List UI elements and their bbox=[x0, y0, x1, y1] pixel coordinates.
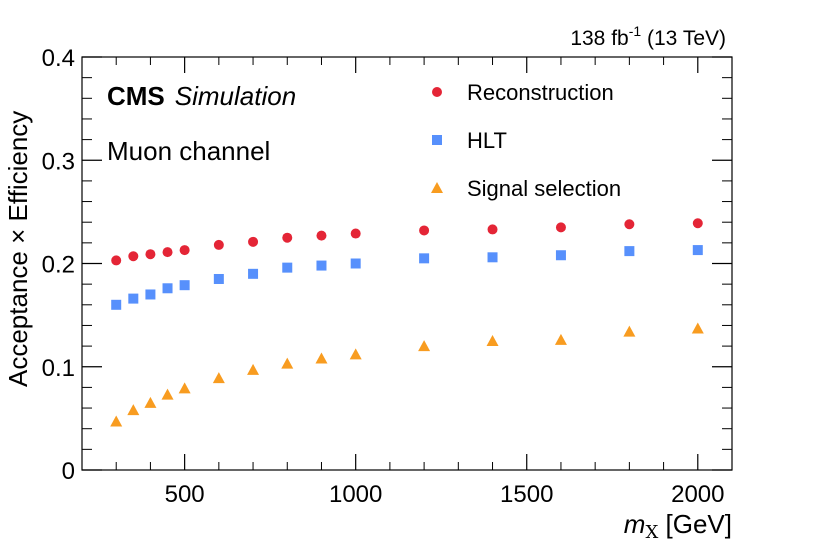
x-tick-labels: 500 1000 1500 2000 bbox=[165, 481, 725, 508]
major-ticks bbox=[82, 56, 732, 471]
signal-selection-point bbox=[691, 322, 704, 334]
signal-selection-point bbox=[623, 325, 636, 337]
reconstruction-point bbox=[282, 232, 293, 243]
legend-label-reconstruction: Reconstruction bbox=[467, 80, 614, 105]
y-axis-title: Acceptance × Efficiency bbox=[3, 111, 33, 387]
hlt-point bbox=[692, 245, 703, 256]
x-axis-title-sub: X bbox=[645, 522, 658, 543]
hlt-point bbox=[316, 260, 327, 271]
reconstruction-point bbox=[419, 225, 430, 236]
x-tick-label: 2000 bbox=[671, 481, 724, 508]
reconstruction-point bbox=[248, 236, 259, 247]
reconstruction-point bbox=[213, 239, 224, 250]
x-tick-label: 1500 bbox=[500, 481, 553, 508]
hlt-point bbox=[179, 280, 190, 291]
y-tick-label: 0.2 bbox=[42, 252, 75, 279]
x-axis-title-unit: [GeV] bbox=[658, 509, 732, 539]
signal-selection-point bbox=[315, 352, 328, 364]
hlt-point bbox=[487, 252, 498, 263]
y-tick-label: 0.1 bbox=[42, 355, 75, 382]
x-tick-label: 500 bbox=[165, 481, 205, 508]
signal-selection-point bbox=[178, 382, 191, 394]
signal-selection-point bbox=[144, 396, 157, 408]
hlt-point bbox=[419, 253, 430, 264]
signal-selection-point bbox=[161, 388, 174, 400]
experiment-label: CMS Simulation bbox=[107, 81, 296, 111]
reconstruction-point bbox=[179, 245, 190, 256]
signal-selection-point bbox=[281, 357, 294, 369]
reconstruction-point bbox=[128, 251, 139, 262]
luminosity-energy: (13 TeV) bbox=[641, 27, 726, 50]
reconstruction-point bbox=[145, 249, 156, 260]
channel-label: Muon channel bbox=[107, 136, 270, 166]
hlt-point bbox=[350, 258, 361, 269]
signal-selection-point bbox=[418, 340, 431, 352]
signal-selection-point bbox=[127, 404, 140, 416]
reconstruction-point bbox=[487, 224, 498, 235]
y-tick-label: 0.3 bbox=[42, 148, 75, 175]
hlt-point bbox=[555, 250, 566, 261]
hlt-point bbox=[624, 246, 635, 257]
legend: Reconstruction HLT Signal selection bbox=[431, 80, 621, 201]
signal-selection-point bbox=[349, 348, 362, 360]
reconstruction-point bbox=[111, 255, 122, 266]
reconstruction-point bbox=[555, 222, 566, 233]
y-tick-labels: 0 0.1 0.2 0.3 0.4 bbox=[42, 45, 75, 485]
hlt-point bbox=[128, 293, 139, 304]
legend-label-hlt: HLT bbox=[467, 128, 507, 153]
luminosity-unit-exponent: -1 bbox=[629, 23, 642, 39]
reconstruction-point bbox=[316, 230, 327, 241]
minor-ticks bbox=[82, 57, 733, 470]
y-tick-label: 0 bbox=[62, 458, 75, 485]
reconstruction-point bbox=[162, 247, 173, 258]
y-tick-label: 0.4 bbox=[42, 45, 75, 72]
hlt-point bbox=[162, 283, 173, 294]
hlt-point bbox=[248, 268, 259, 279]
signal-selection-point bbox=[212, 372, 225, 384]
hlt-point bbox=[213, 273, 224, 284]
signal-selection-point bbox=[486, 334, 499, 346]
legend-marker-reconstruction bbox=[432, 87, 442, 97]
reconstruction-point bbox=[692, 218, 703, 229]
hlt-point bbox=[111, 299, 122, 310]
signal-selection-point bbox=[554, 333, 567, 345]
hlt-point bbox=[282, 262, 293, 273]
reconstruction-point bbox=[350, 228, 361, 239]
plot-frame bbox=[81, 56, 733, 471]
hlt-point bbox=[145, 289, 156, 300]
experiment-extra: Simulation bbox=[175, 81, 296, 111]
signal-selection-point bbox=[247, 363, 260, 375]
legend-marker-signal-selection bbox=[431, 182, 443, 193]
x-axis-title: mX [GeV] bbox=[624, 509, 732, 543]
experiment-name: CMS bbox=[107, 81, 165, 111]
legend-marker-hlt bbox=[432, 135, 442, 145]
x-axis-title-var: m bbox=[624, 509, 646, 539]
reconstruction-point bbox=[624, 219, 635, 230]
legend-label-signal-selection: Signal selection bbox=[467, 176, 621, 201]
luminosity-value: 138 fb bbox=[570, 27, 628, 50]
luminosity-label: 138 fb-1 (13 TeV) bbox=[570, 23, 726, 50]
signal-selection-point bbox=[110, 415, 123, 427]
x-tick-label: 1000 bbox=[329, 481, 382, 508]
data-points bbox=[110, 218, 704, 427]
